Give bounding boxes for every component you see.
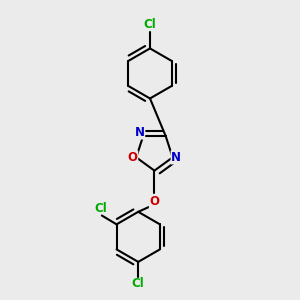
Text: N: N	[135, 126, 145, 139]
Text: N: N	[171, 151, 181, 164]
Text: O: O	[128, 151, 138, 164]
Text: O: O	[149, 195, 159, 208]
Text: Cl: Cl	[132, 278, 145, 290]
Text: Cl: Cl	[144, 18, 156, 31]
Text: Cl: Cl	[94, 202, 107, 214]
